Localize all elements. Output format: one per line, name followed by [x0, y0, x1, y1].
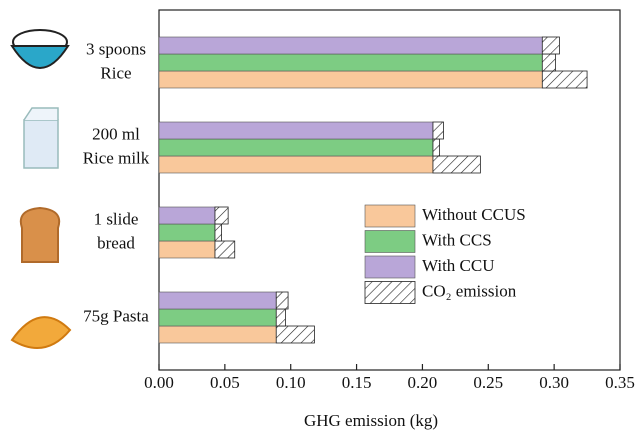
x-tick-label: 0.35 [605, 373, 635, 392]
rice-icon [10, 29, 70, 69]
x-tick-label: 0.05 [210, 373, 240, 392]
co2-bar-segment [432, 138, 440, 157]
legend-label: CO₂ emission [422, 281, 517, 300]
milk-icon [23, 107, 59, 169]
bar [158, 155, 434, 174]
bar [158, 308, 277, 327]
x-tick-label: 0.25 [473, 373, 503, 392]
bar [158, 53, 543, 72]
bread-icon [19, 206, 61, 263]
plot-frame [158, 9, 621, 371]
y-tick-label: 1 slide bread [94, 209, 139, 252]
bar [158, 240, 216, 259]
x-tick-label: 0.00 [144, 373, 174, 392]
bar [158, 121, 434, 140]
x-tick-label: 0.10 [276, 373, 306, 392]
co2-bar-segment [275, 291, 289, 310]
y-tick-label: 200 ml Rice milk [83, 124, 150, 167]
y-tick-label: 3 spoons Rice [86, 39, 146, 82]
bar [158, 70, 543, 89]
co2-bar-segment [432, 121, 444, 140]
co2-bar-segment [214, 206, 229, 225]
bar [158, 206, 216, 225]
bar [158, 36, 543, 55]
co2-bar-segment [275, 308, 286, 327]
pasta-icon [10, 316, 72, 349]
bar [158, 138, 434, 157]
legend-swatch [364, 281, 416, 304]
co2-bar-segment [214, 240, 236, 259]
co2-bar-segment [432, 155, 481, 174]
legend-label: With CCU [422, 256, 495, 275]
bar [158, 325, 277, 344]
co2-bar-segment [541, 36, 560, 55]
co2-bar-segment [541, 53, 556, 72]
legend-label: With CCS [422, 230, 492, 249]
legend-swatch [364, 255, 416, 279]
bar [158, 223, 216, 242]
x-tick-label: 0.15 [342, 373, 372, 392]
x-axis-title: GHG emission (kg) [304, 411, 438, 430]
co2-bar-segment [541, 70, 588, 89]
legend-swatch [364, 204, 416, 228]
legend-swatch [364, 230, 416, 253]
bar [158, 291, 277, 310]
y-tick-label: 75g Pasta [83, 306, 149, 325]
x-tick-label: 0.20 [408, 373, 438, 392]
co2-bar-segment [214, 223, 222, 242]
x-tick-label: 0.30 [539, 373, 569, 392]
legend-label: Without CCUS [422, 205, 526, 224]
co2-bar-segment [275, 325, 315, 344]
